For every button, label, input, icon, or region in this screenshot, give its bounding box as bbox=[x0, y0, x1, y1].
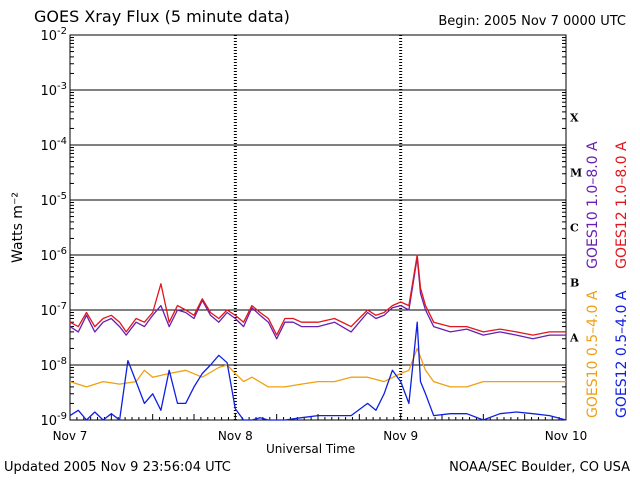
legend-label: GOES12 0.5–4.0 A bbox=[614, 290, 630, 418]
series-line bbox=[69, 321, 567, 421]
legend-label: GOES10 1.0–8.0 A bbox=[585, 141, 601, 269]
flare-class-label: A bbox=[569, 332, 579, 345]
series-line bbox=[69, 347, 566, 388]
legend-label: GOES10 0.5–4.0 A bbox=[585, 290, 601, 418]
y-tick-label: 10-7 bbox=[40, 301, 67, 319]
flare-class-label: X bbox=[570, 112, 579, 125]
x-tick-label: Nov 9 bbox=[383, 429, 418, 443]
y-tick-label: 10-3 bbox=[40, 81, 67, 99]
y-tick-label: 10-2 bbox=[40, 26, 67, 44]
legend-label: GOES12 1.0–8.0 A bbox=[614, 141, 630, 269]
series-line bbox=[69, 256, 566, 340]
y-tick-label: 10-6 bbox=[40, 246, 67, 264]
plot-frame bbox=[69, 34, 567, 421]
y-axis-title: Watts m⁻² bbox=[10, 192, 26, 263]
x-tick-label: Nov 8 bbox=[218, 429, 253, 443]
updated-timestamp: Updated 2005 Nov 9 23:56:04 UTC bbox=[4, 460, 231, 475]
legend-entry: GOES10 0.5–4.0 A GOES10 1.0–8.0 A bbox=[585, 141, 601, 418]
data-source-label: NOAA/SEC Boulder, CO USA bbox=[449, 460, 630, 475]
y-tick-label: 10-4 bbox=[40, 136, 67, 154]
x-tick-label: Nov 10 bbox=[545, 429, 588, 443]
x-axis-title: Universal Time bbox=[266, 442, 356, 456]
begin-time-label: Begin: 2005 Nov 7 0000 UTC bbox=[438, 14, 626, 29]
x-tick-label: Nov 7 bbox=[53, 429, 88, 443]
chart-title: GOES Xray Flux (5 minute data) bbox=[34, 7, 290, 26]
y-tick-label: 10-5 bbox=[40, 191, 67, 209]
series-line bbox=[69, 254, 566, 336]
flare-class-label: M bbox=[570, 167, 582, 180]
y-tick-label: 10-9 bbox=[40, 411, 67, 429]
flare-class-label: C bbox=[570, 222, 579, 235]
legend-entry: GOES12 0.5–4.0 A GOES12 1.0–8.0 A bbox=[614, 141, 630, 418]
y-tick-label: 10-8 bbox=[40, 356, 67, 374]
flare-class-label: B bbox=[570, 277, 579, 290]
